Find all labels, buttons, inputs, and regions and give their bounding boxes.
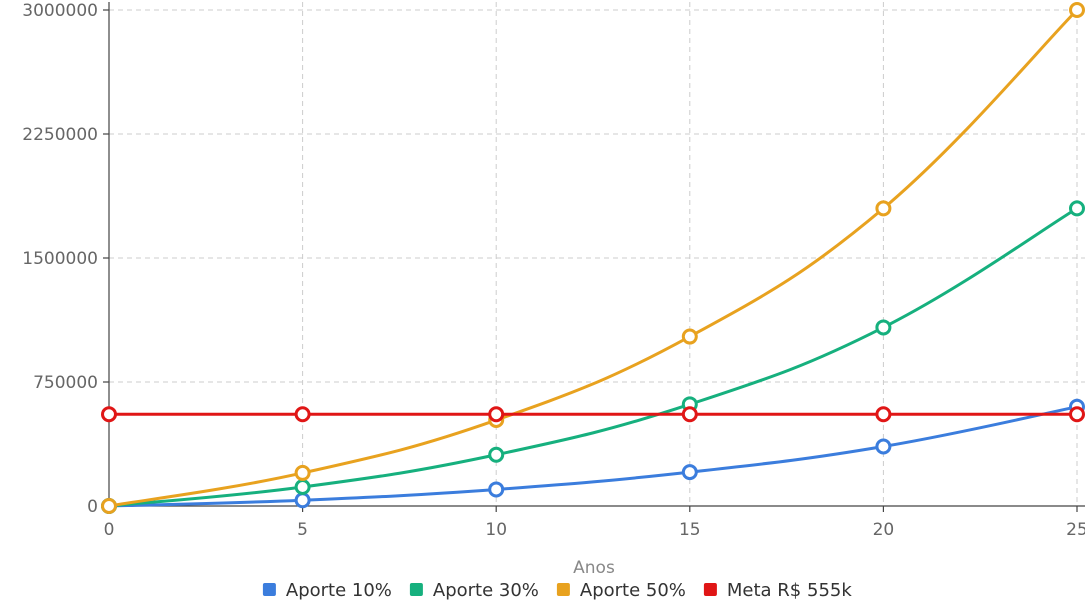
y-tick-label: 750000 (33, 373, 98, 393)
legend-item[interactable]: Aporte 10% (262, 580, 392, 601)
series-3 (101, 2, 1085, 514)
legend-swatch (262, 583, 276, 596)
series-line (107, 8, 1079, 508)
x-axis-label: Anos (573, 558, 615, 578)
data-point[interactable] (875, 319, 892, 336)
y-tick-label: 2250000 (22, 125, 98, 145)
y-tick-label: 3000000 (22, 1, 98, 21)
y-tick-label: 1500000 (22, 249, 98, 269)
x-tick-label: 5 (297, 520, 308, 540)
series-4 (101, 406, 1085, 423)
x-tick-label: 15 (679, 520, 701, 540)
data-point[interactable] (101, 498, 117, 514)
series-lines (101, 2, 1085, 514)
data-point[interactable] (1069, 406, 1085, 423)
grid-lines (109, 2, 1085, 506)
data-point[interactable] (101, 406, 117, 423)
series-1 (101, 398, 1085, 514)
data-point[interactable] (875, 438, 892, 455)
x-tick-label: 20 (873, 520, 895, 540)
data-point[interactable] (488, 406, 505, 423)
data-point[interactable] (294, 478, 311, 495)
legend-label: Aporte 30% (433, 580, 539, 601)
series-2 (101, 200, 1085, 514)
data-point[interactable] (294, 464, 311, 481)
x-tick-label: 0 (104, 520, 115, 540)
data-point[interactable] (294, 406, 311, 423)
legend-item[interactable]: Meta R$ 555k (703, 580, 852, 601)
legend-item[interactable]: Aporte 30% (409, 580, 539, 601)
x-tick-label: 25 (1066, 520, 1085, 540)
data-point[interactable] (1069, 2, 1085, 18)
data-point[interactable] (1069, 200, 1085, 217)
tick-labels: 0 750000 1500000 2250000 3000000 0 5 10 15 20 25 (22, 1, 1085, 540)
legend: Aporte 10% Aporte 30% Aporte 50% Meta R$ 55… (262, 580, 852, 601)
data-point[interactable] (488, 481, 505, 498)
data-point[interactable] (681, 464, 698, 481)
legend-item[interactable]: Aporte 50% (556, 580, 686, 601)
data-point[interactable] (681, 328, 698, 345)
data-point[interactable] (875, 200, 892, 217)
series-line (107, 206, 1079, 508)
y-tick-label: 0 (87, 497, 98, 517)
legend-swatch (409, 583, 423, 596)
legend-label: Aporte 10% (286, 580, 392, 601)
legend-swatch (556, 583, 570, 596)
data-point[interactable] (681, 406, 698, 423)
data-point[interactable] (875, 406, 892, 423)
data-point[interactable] (294, 492, 311, 509)
data-point[interactable] (488, 446, 505, 463)
legend-label: Meta R$ 555k (727, 580, 852, 601)
legend-label: Aporte 50% (580, 580, 686, 601)
x-tick-label: 10 (485, 520, 507, 540)
legend-swatch (703, 583, 717, 596)
series-line (107, 405, 1079, 508)
